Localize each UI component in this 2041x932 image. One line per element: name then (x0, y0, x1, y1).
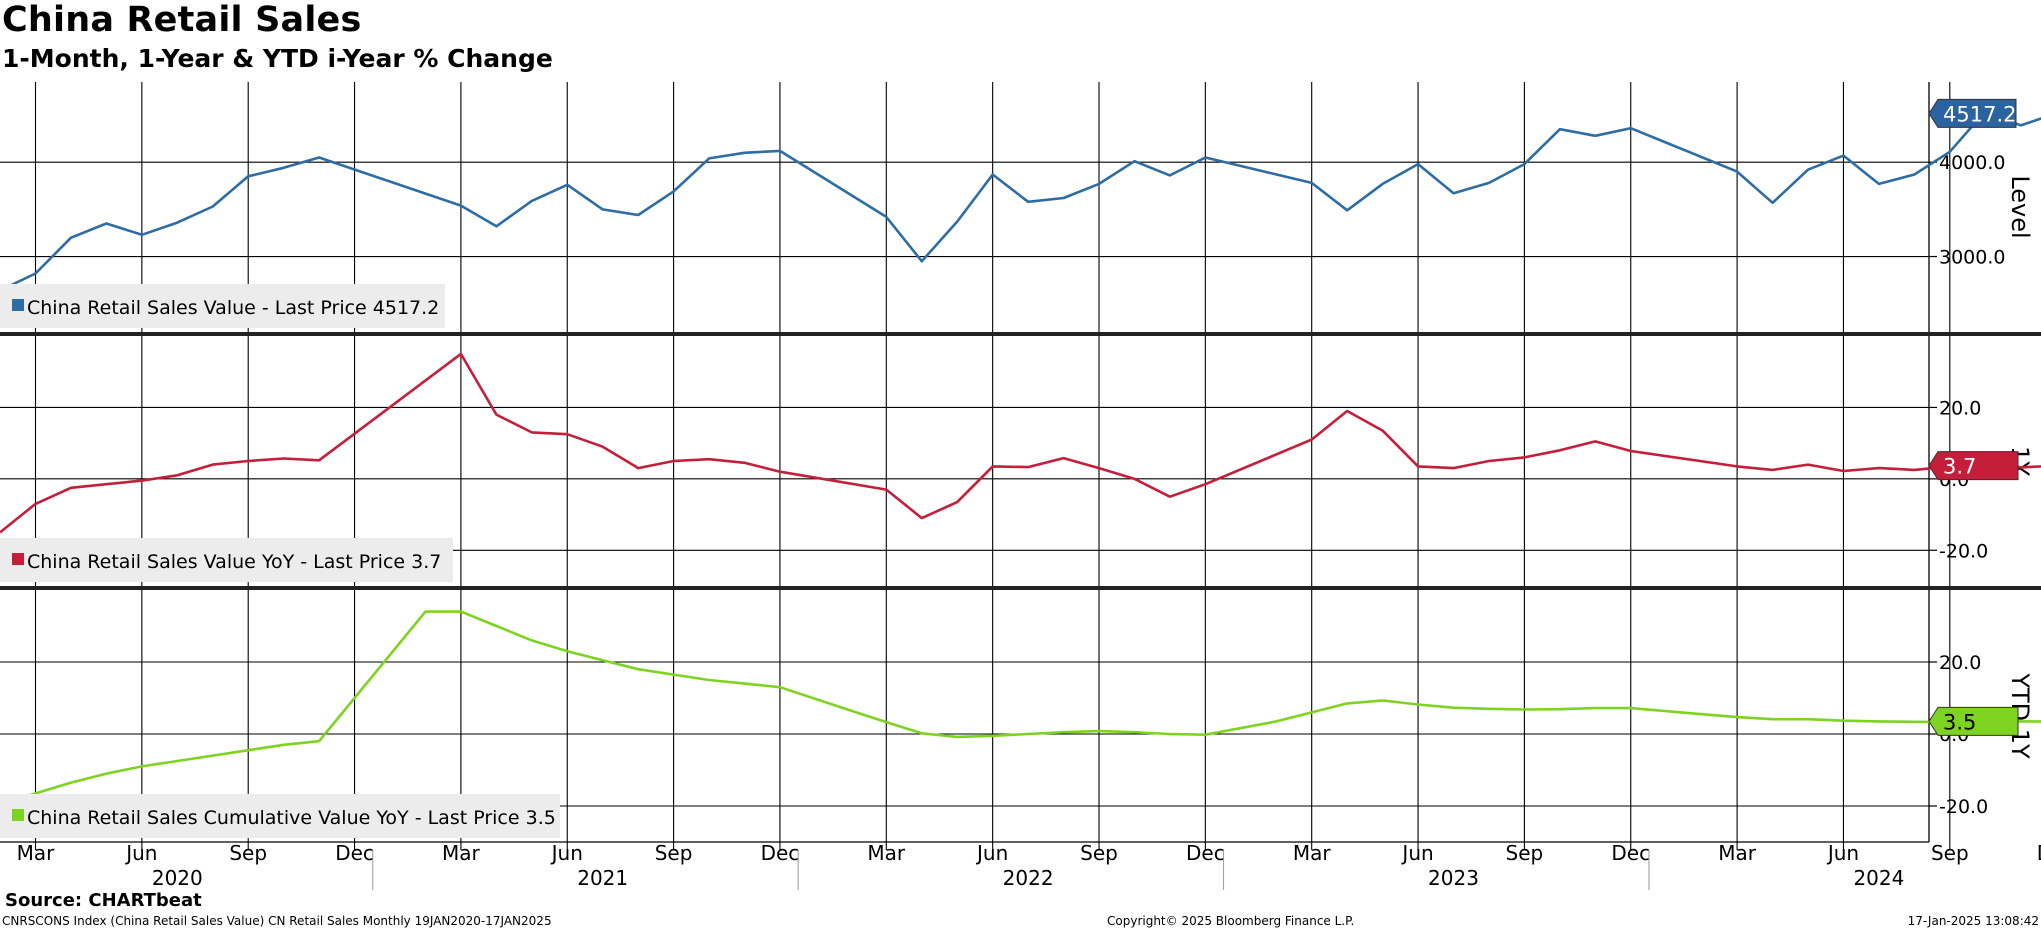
x-year-label: 2020 (152, 866, 203, 890)
x-tick-label: Dec (1611, 841, 1650, 865)
last-price-tag-label: 3.5 (1943, 710, 1976, 734)
x-tick-label: Mar (1293, 841, 1332, 865)
x-tick-label: Sep (229, 841, 267, 865)
x-tick-label: Jun (550, 841, 583, 865)
x-tick-label: Mar (867, 841, 906, 865)
x-tick-label: Jun (975, 841, 1008, 865)
footer-copyright: Copyright© 2025 Bloomberg Finance L.P. (1107, 914, 1355, 928)
x-tick-label: Mar (1718, 841, 1757, 865)
y-tick-label: -20.0 (1939, 540, 1988, 562)
legend-swatch (12, 809, 24, 821)
x-tick-label: Sep (1931, 841, 1969, 865)
y-tick-label: 3000.0 (1939, 247, 2005, 269)
x-tick-label: Jun (124, 841, 157, 865)
legend-box (0, 538, 453, 582)
legend-swatch (12, 553, 24, 565)
footer-ticker-info: CNRSCONS Index (China Retail Sales Value… (2, 914, 552, 928)
x-tick-label: Dec (761, 841, 800, 865)
x-tick-label: Mar (442, 841, 481, 865)
y-tick-label: 20.0 (1939, 652, 1981, 674)
last-price-tag-label: 4517.2 (1943, 102, 2016, 126)
legend-swatch (12, 299, 24, 311)
y-axis-title: Level (2006, 175, 2034, 238)
x-tick-label: Mar (17, 841, 56, 865)
x-tick-label: Jun (1826, 841, 1859, 865)
x-tick-label: Jun (1400, 841, 1433, 865)
x-tick-label: Sep (1506, 841, 1544, 865)
last-price-tag (1928, 451, 2019, 481)
last-price-tag (1928, 706, 2019, 736)
legend-label: China Retail Sales Cumulative Value YoY … (27, 807, 556, 829)
last-price-tag-label: 3.7 (1943, 455, 1976, 479)
source-note: Source: CHARTbeat (5, 890, 202, 911)
y-tick-label: 20.0 (1939, 397, 1981, 419)
legend-box (0, 284, 445, 328)
y-tick-label: -20.0 (1939, 796, 1988, 818)
series-line-ytd (0, 610, 2041, 806)
x-year-label: 2024 (1853, 866, 1904, 890)
y-tick-label: 4000.0 (1939, 152, 2005, 174)
series-line-value (0, 109, 2041, 292)
legend-box (0, 794, 560, 838)
footer-timestamp: 17-Jan-2025 13:08:42 (1907, 914, 2039, 928)
x-year-label: 2023 (1428, 866, 1479, 890)
legend-label: China Retail Sales Value YoY - Last Pric… (27, 551, 441, 573)
x-tick-label: Sep (655, 841, 693, 865)
chart-subtitle: 1-Month, 1-Year & YTD i-Year % Change (2, 44, 553, 73)
x-tick-label: Dec (335, 841, 374, 865)
x-tick-label: Sep (1080, 841, 1118, 865)
legend-label: China Retail Sales Value - Last Price 45… (27, 297, 439, 319)
x-year-label: 2022 (1003, 866, 1054, 890)
last-price-tag (1928, 98, 2017, 128)
x-year-label: 2021 (577, 866, 628, 890)
series-line-yoy (0, 352, 2041, 534)
x-tick-label: Dec (2037, 841, 2041, 865)
x-tick-label: Dec (1186, 841, 1225, 865)
chart-title: China Retail Sales (2, 0, 362, 40)
